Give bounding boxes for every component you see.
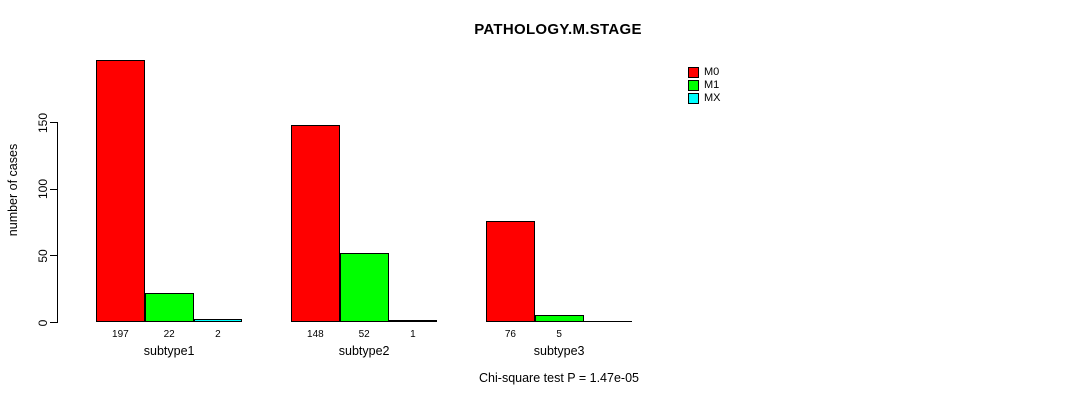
legend-swatch-m1 [688, 80, 699, 91]
bar-m1-subtype3 [534, 315, 584, 322]
bar-m1-subtype1 [144, 292, 194, 322]
legend-item-m1: M1 [688, 79, 721, 92]
bar-value-mx-subtype1: 2 [215, 329, 221, 340]
legend-item-m0: M0 [688, 66, 721, 79]
bar-value-m0-subtype3: 76 [504, 329, 516, 340]
legend-swatch-mx [688, 93, 699, 104]
bar-mx-subtype3 [583, 321, 633, 322]
bar-value-m1-subtype3: 5 [556, 329, 562, 340]
category-label-subtype2: subtype2 [338, 344, 390, 358]
legend-label-m1: M1 [704, 79, 720, 91]
category-label-subtype1: subtype1 [143, 344, 195, 358]
bar-m0-subtype1 [96, 59, 145, 322]
bar-m0-subtype2 [291, 125, 340, 322]
bar-value-m1-subtype1: 22 [163, 329, 175, 340]
bar-mx-subtype1 [193, 319, 243, 322]
y-axis-tick-label-50: 50 [36, 249, 50, 263]
y-axis-line [57, 122, 58, 323]
y-axis-tick-150 [50, 122, 57, 124]
y-axis-tick-label-0: 0 [36, 319, 50, 326]
legend: M0 M1 MX [688, 66, 721, 105]
legend-label-m0: M0 [704, 66, 720, 78]
y-axis-tick-100 [50, 188, 57, 190]
bar-value-mx-subtype2: 1 [410, 329, 416, 340]
y-axis-label: number of cases [6, 143, 20, 237]
category-label-subtype3: subtype3 [533, 344, 585, 358]
y-axis-tick-50 [50, 255, 57, 257]
bar-value-m0-subtype1: 197 [112, 329, 129, 340]
y-axis-tick-label-150: 150 [36, 112, 50, 133]
bar-value-m0-subtype2: 148 [307, 329, 324, 340]
chi-square-footnote: Chi-square test P = 1.47e-05 [479, 371, 639, 385]
legend-item-mx: MX [688, 92, 721, 105]
y-axis-tick-label-100: 100 [36, 179, 50, 200]
legend-swatch-m0 [688, 67, 699, 78]
legend-label-mx: MX [704, 92, 721, 104]
y-axis-tick-0 [50, 322, 57, 323]
bar-mx-subtype2 [388, 320, 438, 322]
bar-m1-subtype2 [339, 252, 389, 322]
chart-title: PATHOLOGY.M.STAGE [474, 21, 642, 38]
bar-value-m1-subtype2: 52 [358, 329, 370, 340]
bar-m0-subtype3 [486, 220, 535, 322]
